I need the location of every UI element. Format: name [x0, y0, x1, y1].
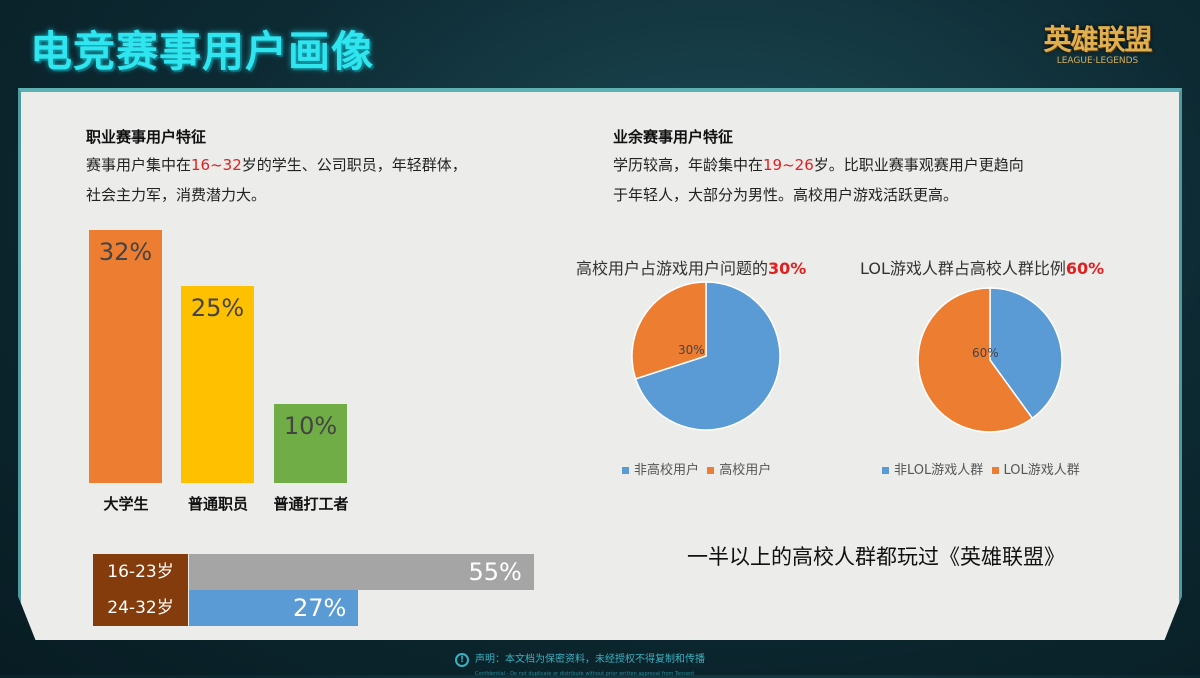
bar-category-label: 大学生	[103, 495, 149, 513]
bar-value-label: 25%	[190, 293, 245, 322]
pie1-title: 高校用户占游戏用户问题的30%	[576, 259, 807, 278]
age-bar: 55%	[189, 554, 534, 590]
bar-1: 25%	[181, 285, 254, 483]
pie-slice-1	[917, 287, 1034, 433]
pie-slice-0	[634, 281, 781, 431]
pro-heading: 职业赛事用户特征	[86, 128, 207, 146]
pie-data-label: 60%	[972, 346, 999, 360]
bar-value-label: 10%	[283, 412, 338, 440]
age-bar: 27%	[189, 590, 359, 626]
pro-description: 赛事用户集中在16~32岁的学生、公司职员，年轻群体， 社会主力军，消费潜力大。	[86, 156, 467, 204]
occupation-bar-chart: 32% 25% 10%	[0, 0, 400, 483]
pie-slice-1	[631, 281, 707, 380]
pie-data-label: 30%	[678, 343, 705, 357]
bar-category-label: 普通打工者	[273, 495, 349, 513]
age-label: 24-32岁	[93, 590, 188, 626]
amateur-description: 学历较高，年龄集中在19~26岁。比职业赛事观赛用户更趋向 于年轻人，大部分为男性…	[613, 156, 1024, 204]
league-of-legends-logo: 英雄联盟 LEAGUE·LEGENDS	[1043, 23, 1152, 66]
pie1-legend: 非高校用户 高校用户	[622, 459, 771, 478]
info-icon: !	[455, 653, 469, 667]
pie2-legend: 非LOL游戏人群 LOL游戏人群	[882, 459, 1080, 478]
bar-value-label: 32%	[98, 238, 153, 267]
page-title: 电竞赛事用户画像	[30, 27, 375, 76]
age-label: 16-23岁	[93, 554, 188, 590]
conclusion-text: 一半以上的高校人群都玩过《英雄联盟》	[687, 545, 1065, 569]
bar-2: 10%	[274, 404, 347, 483]
bar-category-label: 普通职员	[187, 495, 248, 513]
footer-notice: ! 声明：本文档为保密资料，未经授权不得复制和传播 Confidential - D…	[455, 650, 705, 678]
pie2-title: LOL游戏人群占高校人群比例60%	[860, 259, 1105, 278]
bar-0: 32%	[89, 230, 162, 483]
pie-slice-0	[989, 287, 1063, 420]
amateur-heading: 业余赛事用户特征	[613, 128, 734, 146]
